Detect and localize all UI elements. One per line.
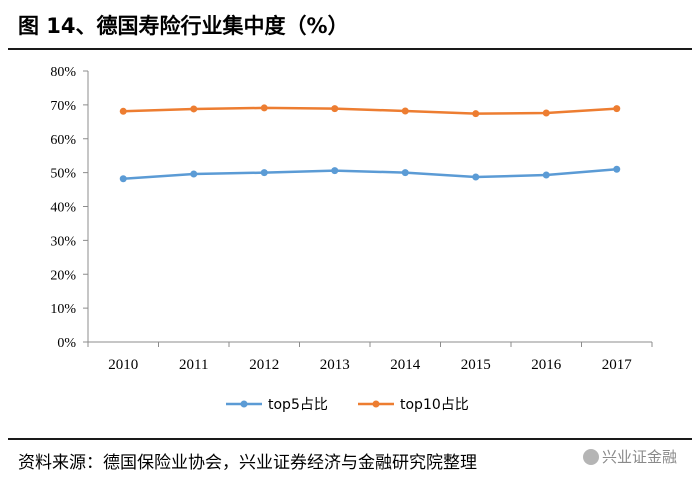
x-tick-label: 2011 [179, 357, 208, 373]
x-tick-label: 2013 [320, 357, 350, 373]
y-tick-label: 0% [57, 336, 76, 351]
x-tick-label: 2017 [602, 357, 633, 373]
y-tick-label: 20% [50, 268, 76, 283]
legend-swatch-marker [372, 400, 380, 408]
figure-title: 图 14、德国寿险行业集中度（%） [18, 14, 349, 38]
top-divider [8, 48, 692, 50]
x-tick-label: 2012 [249, 357, 279, 373]
line-chart: 0% 10% 20% 30% 40% 50% 60% 70% 80% 2010 2011 2012 20… [50, 65, 653, 413]
data-point [472, 173, 480, 181]
data-point [260, 104, 268, 112]
x-tick-label: 2015 [461, 357, 491, 373]
data-point [260, 169, 268, 177]
data-point [472, 110, 480, 118]
data-point [119, 175, 127, 183]
data-point [401, 107, 409, 115]
legend-label: top10占比 [400, 397, 469, 413]
data-point [190, 105, 198, 113]
bottom-divider [8, 438, 692, 440]
legend-label: top5占比 [268, 397, 328, 413]
y-tick-label: 50% [50, 167, 76, 182]
data-point [190, 170, 198, 178]
legend-swatch-marker [240, 400, 248, 408]
y-tick-label: 80% [50, 65, 76, 80]
data-point [613, 105, 621, 113]
data-point [542, 109, 550, 117]
watermark: 兴业证金融 [583, 446, 677, 467]
watermark-text: 兴业证金融 [602, 448, 678, 466]
x-tick-label: 2014 [390, 357, 421, 373]
series-line-2 [123, 106, 617, 115]
data-point [331, 167, 339, 175]
source-note: 资料来源：德国保险业协会，兴业证券经济与金融研究院整理 [18, 453, 477, 473]
x-tick-label: 2010 [108, 357, 138, 373]
y-tick-label: 40% [50, 201, 76, 216]
y-tick-label: 30% [50, 234, 76, 249]
y-tick-label: 60% [50, 133, 76, 148]
title-bar: 图 14、德国寿险行业集中度（%） [0, 0, 700, 50]
data-point [401, 169, 409, 177]
data-point [613, 165, 621, 173]
x-tick-label: 2016 [531, 357, 562, 373]
data-point [331, 105, 339, 113]
y-tick-label: 10% [50, 302, 76, 317]
watermark-logo-icon [583, 449, 599, 465]
y-tick-label: 70% [50, 99, 76, 114]
data-point [542, 171, 550, 179]
data-point [119, 107, 127, 115]
series-line-1 [123, 167, 617, 180]
